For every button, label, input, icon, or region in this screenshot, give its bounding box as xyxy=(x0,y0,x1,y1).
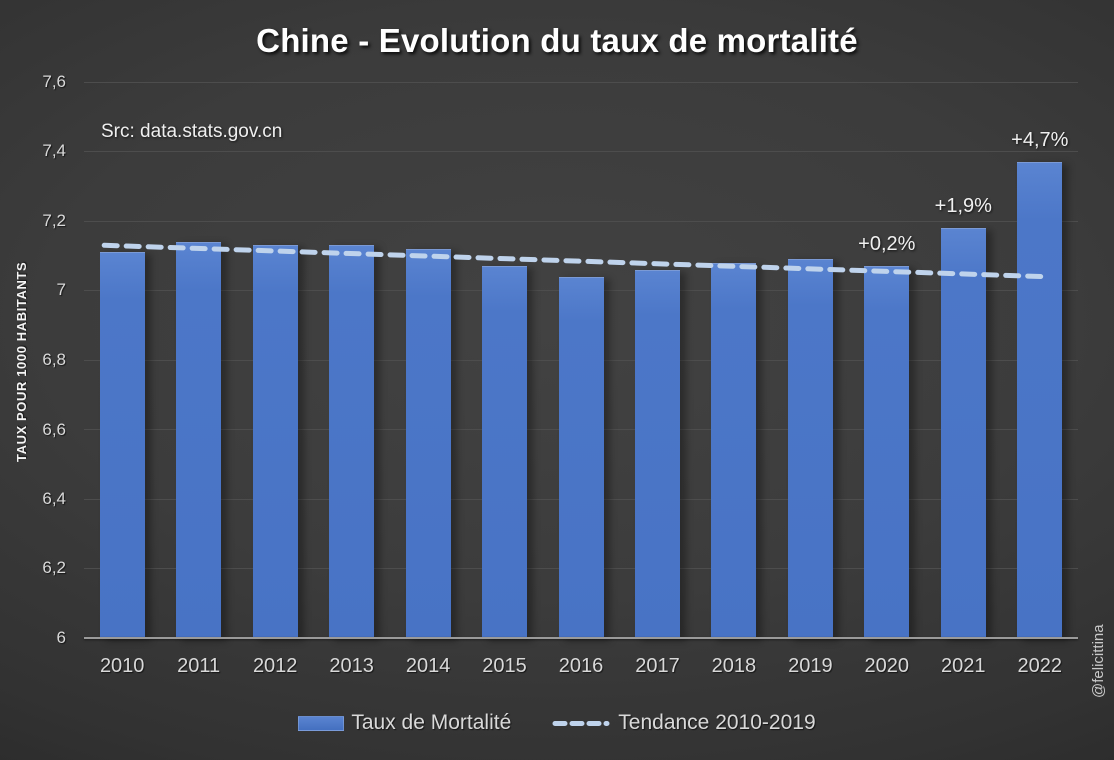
chart-title: Chine - Evolution du taux de mortalité xyxy=(256,22,858,59)
bar-2017 xyxy=(635,269,680,639)
x-tick-label-2021: 2021 xyxy=(941,655,986,677)
y-tick-label: 7 xyxy=(56,280,66,299)
x-tick-label-2019: 2019 xyxy=(788,655,833,677)
legend-label-trend: Tendance 2010-2019 xyxy=(618,711,816,734)
legend: Taux de Mortalité Tendance 2010-2019 xyxy=(0,711,1114,735)
bar-2012 xyxy=(252,245,298,639)
y-tick-label: 6 xyxy=(56,628,66,647)
bar-2010 xyxy=(99,252,145,639)
bar-2019 xyxy=(787,259,833,639)
x-tick-label-2016: 2016 xyxy=(558,655,604,677)
legend-item-mortality: Taux de Mortalité xyxy=(298,711,511,735)
bar-2011 xyxy=(176,241,222,639)
gridline xyxy=(84,82,1078,83)
legend-label-mortality: Taux de Mortalité xyxy=(351,711,512,734)
bar-2015 xyxy=(482,266,527,639)
annotation-2022: +4,7% xyxy=(1011,128,1069,151)
y-tick-label: 7,4 xyxy=(42,141,66,160)
x-tick-label-2013: 2013 xyxy=(329,655,374,677)
x-tick-label-2010: 2010 xyxy=(99,655,145,677)
x-tick-label-2012: 2012 xyxy=(252,655,298,677)
watermark: @felicittina xyxy=(1090,624,1107,698)
bar-2022 xyxy=(1017,161,1063,639)
gridline xyxy=(84,221,1078,222)
annotation-2021: +1,9% xyxy=(934,195,992,217)
y-tick-label: 7,6 xyxy=(42,72,66,91)
x-tick-label-2014: 2014 xyxy=(405,655,451,677)
x-tick-label-2017: 2017 xyxy=(635,655,680,677)
bar-2014 xyxy=(405,248,451,639)
gridline xyxy=(84,151,1078,152)
dashed-line-icon xyxy=(552,720,610,726)
bar-swatch-icon xyxy=(298,715,345,731)
x-tick-label-2015: 2015 xyxy=(482,655,527,677)
y-tick-label: 6,6 xyxy=(42,420,66,439)
legend-item-trend: Tendance 2010-2019 xyxy=(551,711,816,735)
y-tick-label: 6,8 xyxy=(42,350,66,369)
y-tick-label: 7,2 xyxy=(42,211,66,230)
x-axis-line xyxy=(84,637,1078,639)
bar-2013 xyxy=(329,245,375,639)
bar-2018 xyxy=(711,262,757,639)
x-tick-label-2011: 2011 xyxy=(177,655,221,677)
x-tick-label-2022: 2022 xyxy=(1017,655,1063,677)
bar-2016 xyxy=(558,276,604,639)
x-tick-label-2018: 2018 xyxy=(711,655,757,677)
source-note: Src: data.stats.gov.cn xyxy=(101,121,283,142)
x-tick-label-2020: 2020 xyxy=(864,655,910,677)
y-tick-label: 6,4 xyxy=(42,489,66,508)
annotation-2020: +0,2% xyxy=(858,233,916,256)
bar-2020 xyxy=(864,266,910,639)
bar-2021 xyxy=(940,228,986,639)
y-tick-label: 6,2 xyxy=(42,558,66,577)
